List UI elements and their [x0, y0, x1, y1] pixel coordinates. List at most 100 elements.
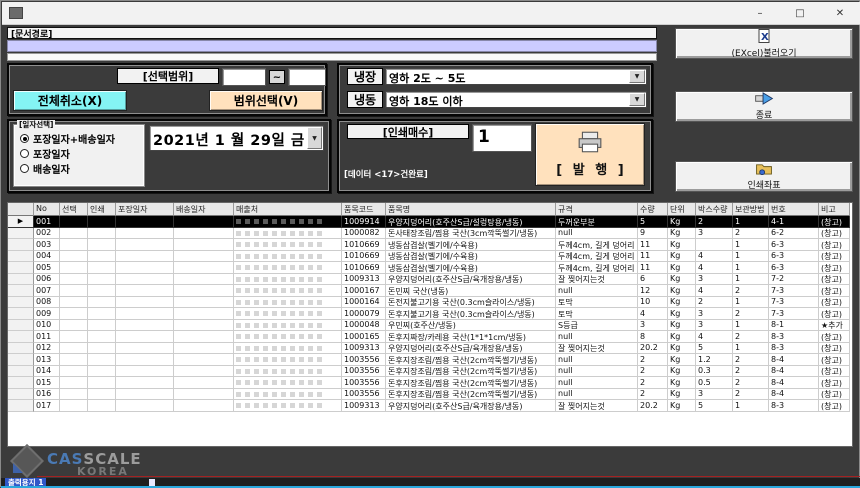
cell-print: [88, 285, 116, 297]
table-row[interactable]: 003 1010669 냉동삼겹살(벨기에/수육용) 두께4cm, 길게 덩어리 11 K…: [8, 239, 850, 251]
doc-path-input-secondary[interactable]: [7, 53, 657, 61]
frozen-dropdown[interactable]: 영하 18도 이하 ▼: [385, 91, 647, 108]
table-row[interactable]: 013 1003556 돈후지장조림/찜용 국산(2cm깍뚝썰기/냉동) null 2 K…: [8, 354, 850, 366]
table-row[interactable]: 006 1009313 우양지덩어리(호주산S급/육개장용/냉동) 잘 찢어지는것 6 K…: [8, 273, 850, 285]
cell-item-name: 돈후지장조림/찜용 국산(2cm깍뚝썰기/냉동): [386, 365, 556, 377]
column-header[interactable]: 인쇄: [88, 203, 116, 216]
cell-spec: null: [556, 365, 638, 377]
table-row[interactable]: 017 1009313 우양지덩어리(호주산S급/육개장용/냉동) 잘 찢어지는것 20…: [8, 400, 850, 412]
column-header[interactable]: 품목코드: [342, 203, 386, 216]
date-picker[interactable]: 2021년 1 월 29일 금 ▼: [149, 125, 324, 151]
cell-unit: Kg: [668, 227, 696, 239]
calendar-dropdown-icon[interactable]: ▼: [307, 127, 322, 149]
cell-customer: [234, 285, 342, 297]
brand-korea: KOREA: [77, 465, 129, 478]
minimize-button[interactable]: –: [757, 8, 763, 19]
cancel-all-button[interactable]: 전체취소(X): [13, 90, 127, 111]
cell-item-name: 돈전지불고기용 국산(0.3cm슬라이스/냉동): [386, 296, 556, 308]
column-header[interactable]: 단위: [668, 203, 696, 216]
publish-button[interactable]: [ 발 행 ]: [535, 123, 645, 186]
print-count-input[interactable]: 1: [472, 124, 532, 152]
cell-item-code: 1009313: [342, 342, 386, 354]
table-row[interactable]: 004 1010669 냉동삼겹살(벨기에/수육용) 두께4cm, 길게 덩어리 11 K…: [8, 250, 850, 262]
cell-number: 8-4: [769, 365, 819, 377]
cell-qty: 11: [638, 262, 668, 274]
range-from-input[interactable]: [222, 68, 266, 86]
radio-label: 배송일자: [33, 165, 70, 176]
chevron-down-icon[interactable]: ▼: [629, 70, 645, 83]
title-bar: – □ ✕: [2, 2, 860, 25]
selection-range-label: [선택범위]: [117, 68, 219, 84]
row-selector: [8, 296, 34, 308]
row-selector-header[interactable]: [8, 203, 34, 216]
range-select-button[interactable]: 범위선택(V): [209, 90, 323, 111]
cell-print: [88, 319, 116, 331]
row-selector: [8, 239, 34, 251]
maximize-button[interactable]: □: [795, 8, 805, 19]
cell-customer: [234, 216, 342, 228]
table-row[interactable]: 008 1000164 돈전지불고기용 국산(0.3cm슬라이스/냉동) 토막 10 Kg…: [8, 296, 850, 308]
cell-box-qty: 4: [696, 262, 733, 274]
column-header[interactable]: 번호: [769, 203, 819, 216]
column-header[interactable]: 비고: [819, 203, 850, 216]
cell-note: (창고): [819, 377, 850, 389]
print-coordinates-button[interactable]: 인쇄좌표: [675, 161, 853, 192]
radio-option-1[interactable]: 포장일자: [14, 146, 144, 161]
folder-icon: [755, 162, 773, 178]
cell-number: 6-2: [769, 227, 819, 239]
cell-unit: Kg: [668, 216, 696, 228]
column-header[interactable]: 배송일자: [174, 203, 234, 216]
column-header[interactable]: 규격: [556, 203, 638, 216]
cell-pack-date: [116, 216, 174, 228]
cell-storage: 2: [733, 354, 769, 366]
cold-dropdown[interactable]: 영하 2도 ~ 5도 ▼: [385, 68, 647, 85]
radio-option-2[interactable]: 배송일자: [14, 161, 144, 176]
table-row[interactable]: 005 1010669 냉동삼겹살(벨기에/수육용) 두께4cm, 길게 덩어리 11 K…: [8, 262, 850, 274]
radio-option-0[interactable]: 포장일자+배송일자: [14, 131, 144, 146]
cell-spec: 잘 찢어지는것: [556, 273, 638, 285]
table-row[interactable]: 016 1003556 돈후지장조림/찜용 국산(2cm깍뚝썰기/냉동) null 2 K…: [8, 388, 850, 400]
close-button[interactable]: ✕: [835, 8, 845, 19]
redacted-customer-text: [236, 380, 327, 385]
table-row[interactable]: ▶ 001 1009914 우양지덩어리(호주산S급/설렁탕용/냉동) 두꺼운부분 5 Kg…: [8, 216, 850, 228]
table-row[interactable]: 007 1000167 돈민찌 국산(냉동) null 12 Kg 4 2 7-3 (창고): [8, 285, 850, 297]
cell-ship-date: [174, 296, 234, 308]
table-row[interactable]: 012 1009313 우양지덩어리(호주산S급/육개장용/냉동) 잘 찢어지는것 20…: [8, 342, 850, 354]
table-row[interactable]: 002 1000082 돈사태장조림/찜용 국산(3cm깍뚝썰기/냉동) null 9 K…: [8, 227, 850, 239]
cell-no: 009: [34, 308, 60, 320]
cell-customer: [234, 250, 342, 262]
table-row[interactable]: 009 1000079 돈후지불고기용 국산(0.3cm슬라이스/냉동) 토막 4 Kg 3…: [8, 308, 850, 320]
cell-storage: 2: [733, 331, 769, 343]
row-selector: [8, 377, 34, 389]
chevron-down-icon[interactable]: ▼: [629, 93, 645, 106]
table-row[interactable]: 010 1000048 우민찌(호주산/냉동) S등급 3 Kg 3 1 8-1 ★추가: [8, 319, 850, 331]
exit-button[interactable]: 종료: [675, 91, 853, 122]
table-row[interactable]: 011 1000165 돈후지짜장/카레용 국산(1*1*1cm/냉동) null 8 K…: [8, 331, 850, 343]
column-header[interactable]: 매출처: [234, 203, 342, 216]
cell-pack-date: [116, 365, 174, 377]
column-header[interactable]: 품목명: [386, 203, 556, 216]
cell-item-code: 1000164: [342, 296, 386, 308]
row-selector: [8, 227, 34, 239]
cell-spec: 토막: [556, 308, 638, 320]
range-to-input[interactable]: [288, 68, 326, 86]
redacted-customer-text: [236, 276, 327, 282]
cell-customer: [234, 342, 342, 354]
column-header[interactable]: No: [34, 203, 60, 216]
cell-spec: 잘 찢어지는것: [556, 342, 638, 354]
column-header[interactable]: 포장일자: [116, 203, 174, 216]
column-header[interactable]: 선택: [60, 203, 88, 216]
table-row[interactable]: 014 1003556 돈후지장조림/찜용 국산(2cm깍뚝썰기/냉동) null 2 K…: [8, 365, 850, 377]
cell-item-name: 우양지덩어리(호주산S급/설렁탕용/냉동): [386, 216, 556, 228]
column-header[interactable]: 보관방법: [733, 203, 769, 216]
cell-no: 005: [34, 262, 60, 274]
excel-import-button[interactable]: X (EXcel)불러오기: [675, 28, 853, 59]
cell-note: (창고): [819, 273, 850, 285]
column-header[interactable]: 박스수량: [696, 203, 733, 216]
cell-item-code: 1000082: [342, 227, 386, 239]
column-header[interactable]: 수량: [638, 203, 668, 216]
doc-path-input[interactable]: [7, 40, 657, 52]
cell-pack-date: [116, 354, 174, 366]
cell-number: 7-3: [769, 308, 819, 320]
table-row[interactable]: 015 1003556 돈후지장조림/찜용 국산(2cm깍뚝썰기/냉동) null 2 K…: [8, 377, 850, 389]
